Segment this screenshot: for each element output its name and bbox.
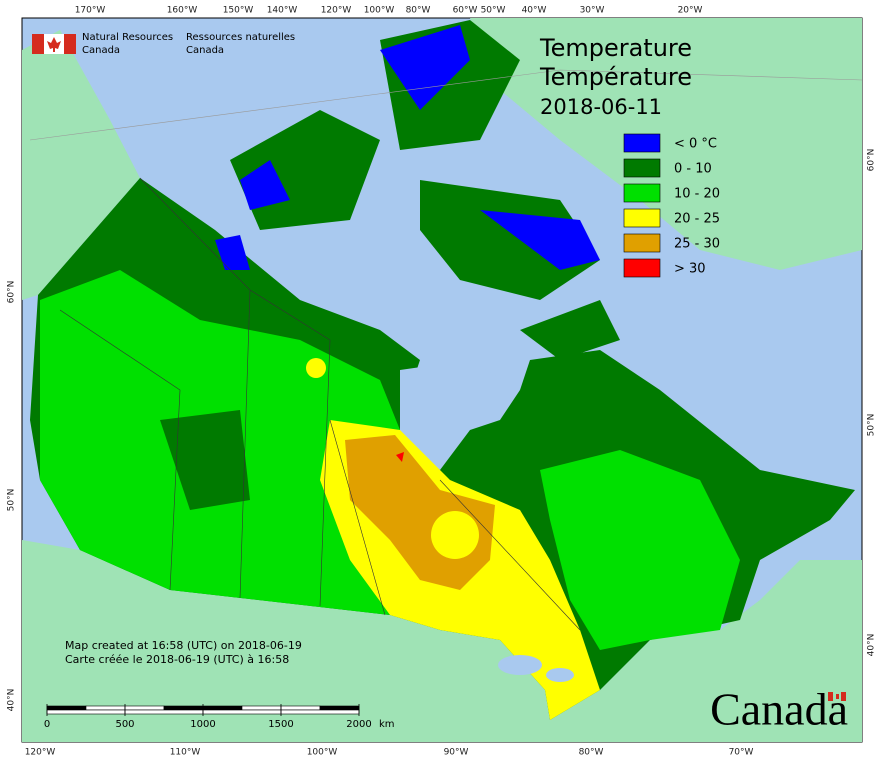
- graticule-label: 150°W: [223, 6, 254, 16]
- wordmark-flag: [828, 692, 833, 701]
- agency-fr: Ressources naturelles: [186, 32, 295, 43]
- scale-segment: [124, 709, 204, 715]
- graticule-label: 30°W: [580, 6, 605, 16]
- arctic-island: [420, 180, 600, 300]
- wordmark-flag: [836, 694, 839, 699]
- title-fr: Température: [539, 63, 692, 91]
- temperature-fields: [30, 20, 855, 720]
- legend-label: < 0 °C: [674, 137, 717, 152]
- border: [329, 419, 386, 616]
- scale-label: 2000: [346, 719, 371, 730]
- border: [439, 479, 581, 631]
- legend-label: 25 - 30: [674, 237, 720, 252]
- legend-label: > 30: [674, 262, 706, 277]
- legend-swatch: [623, 208, 661, 228]
- graticule-label: 40°N: [7, 689, 17, 712]
- region-below-0: [380, 25, 470, 110]
- base-land: [22, 18, 862, 742]
- graticule-label: 60°N: [867, 149, 877, 172]
- title-date: 2018-06-11: [540, 95, 662, 119]
- scale-label: 1500: [268, 719, 293, 730]
- graticule-line: [29, 69, 863, 141]
- graticule-label: 40°W: [522, 6, 547, 16]
- scale-label: 500: [115, 719, 134, 730]
- graticule-label: 20°W: [678, 6, 703, 16]
- scale-segment: [124, 705, 165, 711]
- legend-label: 20 - 25: [674, 212, 720, 227]
- region-below-0: [240, 160, 290, 210]
- hudson-bay: [400, 360, 520, 470]
- flag-band: [32, 34, 44, 54]
- graticule-label: 100°W: [364, 6, 395, 16]
- legend-swatch: [623, 133, 661, 153]
- scale-segment: [46, 705, 87, 711]
- graticule-label: 110°W: [170, 748, 201, 758]
- credit-en: Map created at 16:58 (UTC) on 2018-06-19: [65, 639, 302, 652]
- country-en: Canada: [82, 45, 120, 56]
- graticule-label: 60°N: [7, 281, 17, 304]
- graticule-label: 170°W: [75, 6, 106, 16]
- country-fr: Canada: [186, 45, 224, 56]
- scale-segment: [280, 705, 321, 711]
- wordmark: Canada: [710, 684, 848, 735]
- graticule-label: 100°W: [307, 748, 338, 758]
- flag-band: [64, 34, 76, 54]
- scale-segment: [46, 709, 126, 715]
- legend-swatch: [623, 258, 661, 278]
- border: [249, 289, 331, 607]
- graticule-label: 50°N: [867, 414, 877, 437]
- graticule-label: 70°W: [729, 748, 754, 758]
- scale-unit: km: [379, 719, 395, 730]
- border: [59, 309, 181, 591]
- greenland: [470, 18, 862, 270]
- graticule-label: 140°W: [267, 6, 298, 16]
- alaska: [22, 30, 140, 300]
- region-below-0: [215, 235, 250, 270]
- region-20-25: [431, 511, 479, 559]
- wordmark-flag: [841, 692, 846, 701]
- region-below-0: [480, 210, 600, 270]
- scale-segment: [241, 705, 282, 711]
- graticule-label: 80°W: [579, 748, 604, 758]
- region-over-30: [396, 452, 404, 462]
- usa: [22, 540, 862, 742]
- legend-swatch: [623, 158, 661, 178]
- legend-swatch: [623, 233, 661, 253]
- scale-segment: [319, 705, 360, 711]
- scale-segment: [202, 705, 243, 711]
- scale-segment: [163, 705, 204, 711]
- graticule-label: 50°N: [7, 489, 17, 512]
- graticule-label: 40°N: [867, 634, 877, 657]
- scale-label: 0: [44, 719, 50, 730]
- legend-swatch: [623, 183, 661, 203]
- baffin: [520, 300, 620, 360]
- graticule-label: 160°W: [167, 6, 198, 16]
- legend-label: 0 - 10: [674, 162, 712, 177]
- region-20-25: [306, 358, 326, 378]
- graticule-label: 50°W: [481, 6, 506, 16]
- great-lakes: [498, 655, 542, 675]
- scale-segment: [280, 709, 360, 715]
- title-en: Temperature: [539, 34, 692, 62]
- region-10-20: [540, 450, 740, 650]
- borders: [29, 69, 863, 631]
- graticule-label: 90°W: [444, 748, 469, 758]
- great-lakes: [546, 668, 574, 682]
- graticule-label: 120°W: [25, 748, 56, 758]
- credit-fr: Carte créée le 2018-06-19 (UTC) à 16:58: [65, 653, 289, 666]
- agency-en: Natural Resources: [82, 32, 173, 43]
- scale-segment: [85, 705, 126, 711]
- region-0-10: [160, 410, 250, 510]
- scale-segment: [202, 709, 282, 715]
- legend-label: 10 - 20: [674, 187, 720, 202]
- graticule-label: 80°W: [406, 6, 431, 16]
- scale-label: 1000: [190, 719, 215, 730]
- graticule-label: 120°W: [321, 6, 352, 16]
- maple-leaf: [47, 37, 61, 52]
- graticule-label: 60°W: [453, 6, 478, 16]
